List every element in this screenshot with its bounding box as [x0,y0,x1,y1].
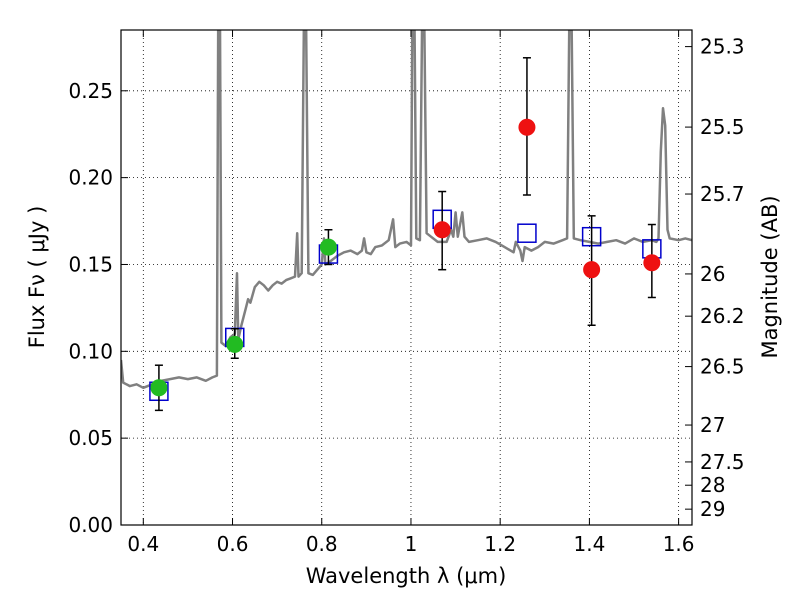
x-tick-label: 1 [405,532,418,556]
grid [121,30,692,526]
x-tick-label: 0.8 [306,532,338,556]
x-tick-label: 1.4 [573,532,605,556]
y2-tick-label: 26.2 [700,304,745,328]
data-point-circle [433,221,451,239]
x-tick-label: 0.4 [127,532,159,556]
y-tick-label: 0.15 [68,252,113,276]
x-axis-ticks: 0.4 0.6 0.8 1 1.2 1.4 1.6 [127,30,695,556]
y2-tick-label: 26.5 [700,355,745,379]
x-axis-label: Wavelength λ (μm) [306,564,507,588]
y2-tick-label: 27 [700,413,725,437]
y-tick-label: 0.10 [68,339,113,363]
y2-tick-label: 27.5 [700,450,745,474]
x-tick-label: 0.6 [217,532,249,556]
y-axis-ticks: 0.00 0.05 0.10 0.15 0.20 0.25 [68,79,128,537]
y2-tick-label: 25.7 [700,182,745,206]
data-point-circle [643,254,661,272]
x-tick-label: 1.6 [663,532,695,556]
y-tick-label: 0.20 [68,166,113,190]
y-axis-label: Flux Fν ( μJy ) [25,206,49,349]
data-point-circle [518,118,536,136]
template-spectrum-line [121,30,692,390]
plot-frame [120,29,693,526]
y2-axis-label: Magnitude (AB) [758,195,782,358]
y2-tick-label: 25.5 [700,115,745,139]
y2-tick-label: 25.3 [700,35,745,59]
y2-tick-label: 29 [700,497,725,521]
data-point-circle [226,335,244,353]
y-tick-label: 0.25 [68,79,113,103]
data-point-circle [150,379,168,397]
x-tick-label: 1.2 [484,532,516,556]
y2-tick-label: 26 [700,262,725,286]
points-layer [149,57,662,412]
data-point-circle [319,238,337,256]
spectrum-layer [121,30,692,390]
y-tick-label: 0.05 [68,426,113,450]
y2-tick-label: 28 [700,473,725,497]
model-point-square [517,223,537,243]
data-point-circle [583,261,601,279]
y-tick-label: 0.00 [68,513,113,537]
